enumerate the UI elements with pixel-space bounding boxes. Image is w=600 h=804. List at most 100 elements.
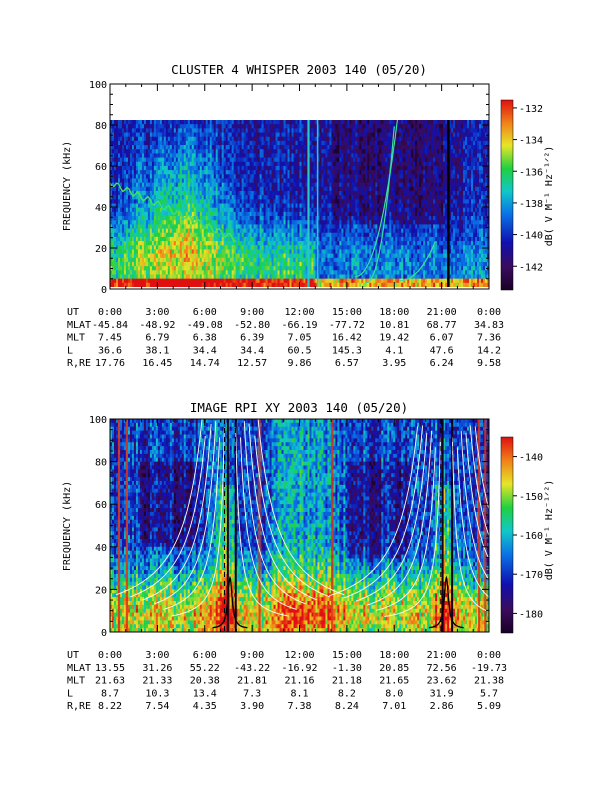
- heatmap-cell: [275, 270, 278, 275]
- heatmap-cell: [173, 274, 177, 280]
- heatmap-cell: [161, 120, 165, 125]
- heatmap-cell: [329, 128, 332, 133]
- heatmap-cell: [321, 261, 324, 267]
- heatmap-cell: [165, 128, 169, 133]
- heatmap-cell: [111, 174, 115, 179]
- heatmap-cell: [209, 153, 213, 158]
- heatmap-cell: [111, 178, 115, 184]
- heatmap-cell: [233, 236, 237, 242]
- heatmap-cell: [185, 120, 189, 125]
- heatmap-cell: [173, 278, 177, 284]
- heatmap-cell: [149, 157, 153, 163]
- heatmap-cell: [251, 203, 255, 209]
- heatmap-cell: [157, 253, 161, 259]
- heatmap-cell: [113, 190, 117, 196]
- heatmap-cell: [149, 186, 153, 192]
- heatmap-cell: [333, 195, 336, 200]
- heatmap-cell: [275, 195, 278, 200]
- heatmap-cell: [267, 178, 270, 184]
- heatmap-cell: [165, 136, 169, 142]
- heatmap-cell: [113, 216, 117, 221]
- heatmap-cell: [135, 124, 139, 129]
- heatmap-cell: [257, 132, 260, 138]
- heatmap-cell: [213, 128, 217, 133]
- heatmap-cell: [143, 241, 147, 246]
- heatmap-cell: [357, 190, 360, 196]
- heatmap-cell: [131, 249, 135, 254]
- heatmap-cell: [135, 216, 139, 221]
- heatmap-cell: [309, 274, 312, 280]
- heatmap-cell: [283, 253, 286, 259]
- heatmap-cell: [213, 190, 217, 196]
- heatmap-cell: [335, 161, 338, 167]
- heatmap-cell: [155, 161, 159, 167]
- heatmap-cell: [239, 120, 243, 125]
- heatmap-cell: [253, 253, 257, 259]
- heatmap-cell: [171, 145, 175, 150]
- heatmap-cell: [205, 145, 209, 150]
- heatmap-cell: [185, 153, 189, 158]
- heatmap-cell: [239, 245, 243, 250]
- heatmap-cell: [151, 278, 155, 284]
- heatmap-cell: [155, 124, 159, 129]
- heatmap-cell: [163, 203, 167, 209]
- heatmap-cell: [165, 190, 169, 196]
- heatmap-cell: [193, 132, 197, 138]
- heatmap-cell: [329, 278, 332, 284]
- heatmap-cell: [159, 120, 163, 125]
- heatmap-cell: [331, 278, 334, 284]
- heatmap-cell: [327, 249, 330, 254]
- heatmap-cell: [121, 203, 125, 209]
- heatmap-cell: [115, 161, 119, 167]
- heatmap-cell: [161, 136, 165, 142]
- heatmap-cell: [183, 245, 187, 250]
- heatmap-cell: [169, 195, 173, 200]
- heatmap-cell: [177, 149, 181, 154]
- heatmap-cell: [321, 249, 324, 254]
- heatmap-cell: [201, 253, 205, 259]
- heatmap-cell: [113, 224, 117, 229]
- heatmap-cell: [169, 253, 173, 259]
- heatmap-cell: [265, 153, 268, 158]
- heatmap-cell: [257, 203, 260, 209]
- heatmap-cell: [237, 207, 241, 213]
- heatmap-cell: [357, 232, 360, 238]
- heatmap-cell: [117, 278, 121, 284]
- heatmap-cell: [225, 145, 229, 150]
- heatmap-cell: [257, 220, 260, 225]
- heatmap-cell: [217, 236, 221, 242]
- heatmap-cell: [353, 165, 356, 171]
- heatmap-cell: [223, 236, 227, 242]
- heatmap-cell: [161, 207, 165, 213]
- heatmap-cell: [295, 170, 298, 175]
- heatmap-cell: [179, 278, 183, 284]
- heatmap-cell: [261, 190, 264, 196]
- heatmap-cell: [245, 228, 249, 234]
- heatmap-cell: [187, 270, 191, 275]
- heatmap-cell: [161, 149, 165, 154]
- heatmap-cell: [323, 174, 326, 179]
- heatmap-cell: [143, 278, 147, 284]
- heatmap-cell: [159, 149, 163, 154]
- heatmap-cell: [195, 157, 199, 163]
- heatmap-cell: [345, 161, 348, 167]
- heatmap-cell: [209, 170, 213, 175]
- heatmap-cell: [321, 170, 324, 175]
- heatmap-cell: [243, 145, 247, 150]
- heatmap-cell: [229, 241, 233, 246]
- heatmap-cell: [285, 241, 288, 246]
- heatmap-cell: [111, 203, 115, 209]
- heatmap-cell: [211, 178, 215, 184]
- heatmap-cell: [259, 232, 262, 238]
- heatmap-cell: [277, 224, 280, 229]
- heatmap-cell: [299, 207, 302, 213]
- heatmap-cell: [257, 207, 260, 213]
- heatmap-cell: [207, 128, 211, 133]
- heatmap-cell: [353, 149, 356, 154]
- heatmap-cell: [197, 257, 201, 263]
- heatmap-cell: [267, 145, 270, 150]
- heatmap-cell: [127, 224, 131, 229]
- heatmap-cell: [279, 257, 282, 263]
- heatmap-cell: [209, 236, 213, 242]
- heatmap-cell: [315, 257, 318, 263]
